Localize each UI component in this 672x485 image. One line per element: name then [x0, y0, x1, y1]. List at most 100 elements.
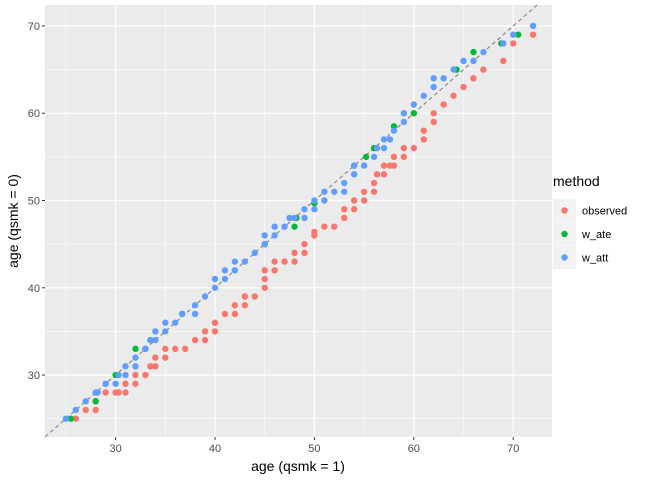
legend-key-w-att-icon [561, 254, 568, 261]
point-w-att [221, 275, 229, 283]
point-w-att [122, 371, 129, 379]
y-tick-label: 70 [28, 21, 40, 33]
x-axis: 30 40 50 60 70 [109, 437, 519, 455]
point-w-att [470, 57, 477, 65]
legend-label: observed [582, 206, 627, 218]
point-observed [221, 310, 229, 318]
point-w-ate [291, 223, 298, 230]
point-w-ate [132, 345, 139, 353]
point-w-att [341, 188, 348, 195]
point-w-att [311, 206, 318, 213]
point-observed [301, 249, 308, 257]
point-w-att [400, 110, 408, 117]
point-w-att [341, 179, 348, 187]
point-observed [440, 101, 447, 108]
legend-label: w_att [581, 253, 608, 265]
point-observed [271, 258, 278, 265]
point-w-att [301, 206, 308, 213]
point-w-att [231, 258, 239, 265]
legend-key-observed-icon [561, 207, 568, 214]
point-observed [390, 153, 398, 161]
point-observed [281, 258, 288, 265]
y-tick-label: 60 [28, 108, 40, 120]
point-w-att [62, 415, 70, 422]
point-w-att [191, 310, 199, 318]
point-observed [430, 118, 437, 126]
data-points [62, 22, 537, 422]
legend-key-w-ate-icon [561, 230, 568, 238]
point-observed [341, 214, 348, 222]
point-observed [132, 371, 139, 379]
point-w-att [152, 336, 159, 344]
point-w-att [450, 66, 457, 73]
point-w-att [231, 267, 239, 274]
point-observed [420, 136, 427, 143]
point-observed [122, 380, 129, 387]
point-w-att [142, 345, 149, 353]
y-axis-label: age (qsmk = 0) [5, 174, 21, 268]
point-w-att [261, 232, 268, 239]
legend-title: method [553, 173, 600, 189]
point-observed [410, 144, 418, 152]
point-observed [92, 406, 99, 414]
point-observed [261, 275, 268, 283]
point-w-ate [92, 398, 99, 405]
point-observed [115, 389, 122, 396]
point-observed [102, 389, 109, 396]
point-observed [470, 75, 477, 82]
point-observed [172, 345, 179, 353]
point-w-att [211, 284, 219, 291]
point-w-att [500, 40, 507, 47]
point-w-att [281, 223, 288, 230]
point-w-ate [470, 48, 477, 56]
point-observed [341, 206, 348, 213]
point-observed [360, 197, 368, 204]
point-observed [211, 319, 219, 326]
point-w-att [261, 240, 268, 248]
point-observed [271, 267, 278, 274]
point-observed [152, 354, 159, 361]
point-observed [261, 267, 268, 274]
point-observed [370, 179, 378, 187]
y-tick-label: 40 [28, 283, 40, 295]
point-observed [321, 223, 328, 230]
point-observed [132, 380, 139, 387]
point-w-att [271, 223, 278, 230]
point-observed [420, 127, 427, 134]
point-w-att [420, 92, 427, 99]
point-observed [201, 336, 209, 344]
point-observed [241, 302, 249, 309]
point-observed [291, 258, 298, 265]
point-observed [241, 293, 249, 300]
point-observed [291, 249, 298, 257]
point-observed [350, 206, 358, 213]
point-observed [231, 310, 239, 318]
point-observed [480, 66, 487, 73]
point-w-att [460, 57, 467, 65]
point-w-att [191, 302, 199, 309]
point-observed [370, 188, 378, 195]
point-observed [142, 371, 149, 379]
point-w-att [331, 188, 338, 195]
point-w-att [386, 136, 394, 143]
point-w-att [430, 75, 437, 82]
point-w-att [211, 275, 219, 283]
point-w-ate [410, 110, 418, 117]
point-w-att [510, 31, 517, 38]
point-w-att [201, 293, 209, 300]
point-observed [380, 162, 388, 169]
point-observed [251, 293, 258, 300]
point-observed [500, 57, 507, 65]
point-observed [400, 153, 408, 161]
y-tick-label: 30 [28, 370, 40, 382]
point-w-att [380, 144, 388, 152]
point-w-att [321, 188, 328, 195]
point-observed [72, 415, 80, 422]
point-observed [181, 345, 189, 353]
point-observed [82, 406, 89, 414]
grid-lines [45, 5, 552, 437]
point-w-att [390, 127, 398, 134]
point-observed [360, 188, 368, 195]
point-w-att [115, 371, 122, 379]
